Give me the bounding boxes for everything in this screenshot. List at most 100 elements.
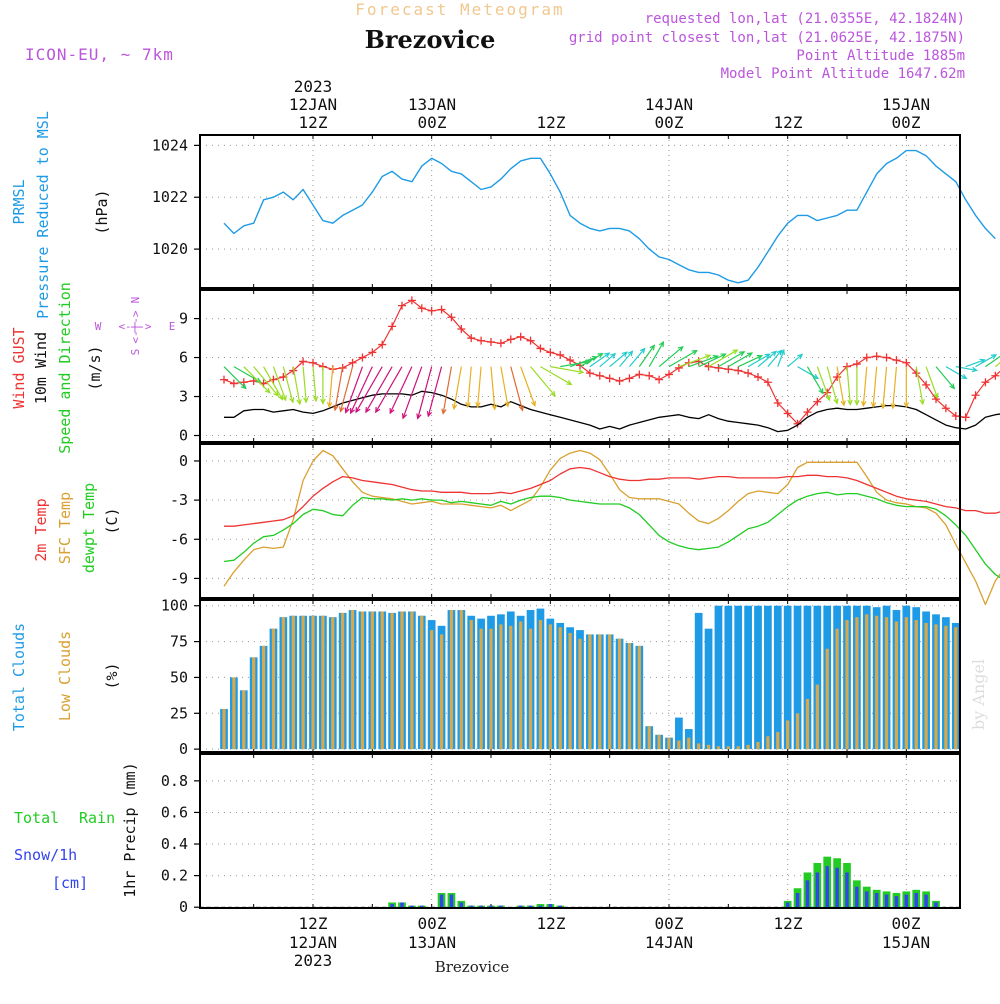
- bottom-label-00z-1: 00Z: [418, 914, 447, 933]
- low-cloud-bar: [420, 615, 424, 750]
- precip-border: [199, 753, 961, 909]
- low-cloud-bar: [341, 612, 345, 750]
- low-cloud-bar: [726, 746, 730, 750]
- gust-marker: [566, 356, 575, 365]
- snow-bar: [469, 905, 473, 908]
- snow-bar: [874, 892, 879, 908]
- low-cloud-bar: [439, 634, 444, 750]
- compass-n: N: [129, 297, 142, 304]
- gust-marker: [744, 369, 753, 378]
- wind-arrow: [500, 366, 509, 407]
- low-cloud-bar: [637, 645, 641, 750]
- snow-bar: [865, 891, 869, 908]
- gust-marker: [536, 344, 545, 353]
- gust-marker: [773, 399, 782, 408]
- wind-arrow-head: [691, 349, 698, 356]
- total-cloud-bar: [773, 605, 782, 750]
- snow-bar: [548, 904, 553, 908]
- wind-arrow: [994, 361, 1000, 368]
- wind-arrow: [619, 350, 633, 368]
- gust-marker: [358, 353, 367, 362]
- wind-arrow-head: [818, 388, 824, 395]
- gust-marker: [447, 313, 456, 322]
- low-cloud-bar: [894, 621, 899, 750]
- snow-bar: [400, 902, 404, 908]
- pressure-ytick-label: 1022: [152, 188, 188, 206]
- wind-arrow-head: [401, 413, 408, 420]
- clouds-ytick-label: 75: [170, 633, 188, 651]
- wind-arrow: [806, 366, 824, 394]
- pressure-ytick-label: 1020: [152, 240, 188, 258]
- top-time-axis: 2023 12JAN 12Z 13JAN 00Z 12Z 14JAN 00Z 1…: [289, 77, 930, 132]
- footer-location: Brezovice: [435, 958, 510, 976]
- gust-marker: [803, 408, 812, 417]
- temp2m-line: [224, 466, 1000, 527]
- wind-arrow-head: [961, 373, 968, 380]
- gust-marker: [220, 375, 228, 384]
- pressure-panel: 1020 1022 1024: [152, 135, 996, 288]
- info-line-3: Point Altitude 1885m: [796, 48, 965, 64]
- wind-arrow: [846, 366, 851, 405]
- wind-arrow: [915, 366, 924, 405]
- gust-marker: [961, 413, 970, 422]
- wind-arrow: [530, 366, 556, 397]
- low-cloud-bar: [875, 615, 879, 750]
- low-cloud-bar: [568, 632, 572, 750]
- low-cloud-bar: [548, 624, 552, 750]
- total-cloud-bar: [714, 605, 723, 750]
- sfc-temp-label: SFC Temp: [56, 492, 74, 564]
- wind-arrow: [826, 366, 838, 404]
- wind-arrow-head: [255, 377, 262, 383]
- wind-arrow-head: [530, 400, 536, 408]
- wind-arrow-head: [240, 383, 247, 390]
- wind-arrow: [339, 366, 354, 412]
- wind-arrow-head: [303, 397, 309, 404]
- low-cloud-bar: [410, 611, 414, 750]
- snow-bar: [815, 872, 820, 908]
- low-cloud-bar: [528, 628, 533, 750]
- gust-marker: [496, 339, 505, 348]
- snow-bar: [390, 904, 394, 908]
- wind-arrow-head: [933, 392, 939, 400]
- wind-ytick-label: 3: [179, 388, 188, 406]
- wind-arrow-head: [289, 397, 295, 404]
- wind-ytick-label: 0: [179, 427, 188, 445]
- low-cloud-bar: [716, 746, 721, 750]
- total-cloud-bar: [754, 605, 762, 750]
- wind-arrow: [550, 366, 584, 374]
- wind-arrow: [965, 359, 985, 368]
- wind-arrow-head: [833, 398, 839, 405]
- wind-arrow-head: [847, 399, 853, 406]
- snow-bar: [420, 905, 424, 908]
- low-cloud-bar: [687, 737, 691, 750]
- gust-marker: [427, 306, 436, 315]
- wind-arrow: [520, 366, 536, 406]
- wind-arrow-head: [518, 405, 525, 412]
- rain-label: Rain: [79, 809, 115, 827]
- wind-arrow: [678, 354, 711, 368]
- total-cloud-bar: [803, 605, 812, 750]
- low-cloud-bar: [390, 612, 394, 750]
- wind-dir-label: Speed and Direction: [56, 282, 74, 454]
- gust-marker: [477, 336, 486, 345]
- wind-arrow-head: [375, 406, 381, 414]
- plot-area: 1020 1022 1024 0 3 6 9 0 -3 -6 -9 0 25 50 75 100 0 0.2 0.4…: [152, 134, 1000, 916]
- total-cloud-bar: [813, 605, 822, 750]
- wind-arrow-head: [739, 351, 746, 357]
- wind-arrow: [579, 353, 603, 368]
- compass-rose: N W E S <-|-> <-|->: [95, 297, 176, 356]
- low-cloud-bar: [479, 628, 483, 750]
- gust-marker: [239, 378, 248, 387]
- total-cloud-bar: [764, 605, 772, 750]
- wind-arrow-head: [779, 348, 785, 356]
- wind-arrow: [490, 366, 496, 410]
- gust-marker: [407, 296, 416, 305]
- low-cloud-bar: [944, 625, 948, 750]
- gust-marker: [635, 370, 644, 379]
- snow-bar: [904, 894, 909, 908]
- low-cloud-bar: [301, 615, 305, 750]
- wind-arrow-head: [677, 345, 684, 352]
- wind-arrow: [589, 352, 610, 368]
- wind-arrow-head: [880, 403, 887, 410]
- dewpt-line: [223, 491, 1000, 579]
